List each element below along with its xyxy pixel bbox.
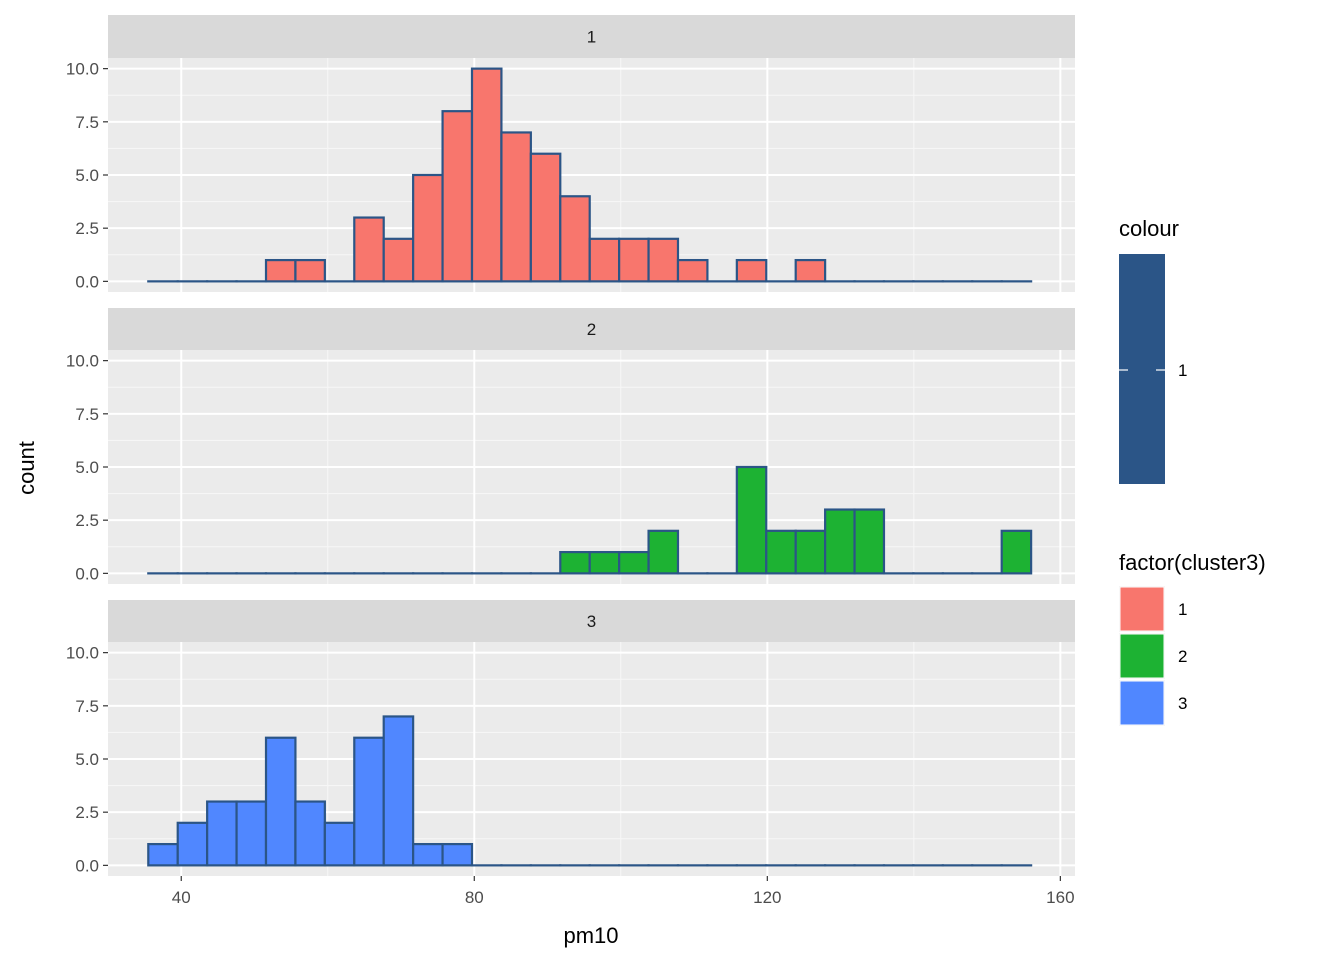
- histogram-bar: [529, 152, 562, 283]
- histogram-bar: [647, 237, 680, 283]
- legend-colour: colour 1: [1119, 216, 1187, 484]
- histogram-bar: [294, 800, 326, 867]
- y-axis-title: count: [14, 441, 39, 495]
- histogram-bar: [794, 258, 827, 283]
- facet-panels: 10.02.55.07.510.020.02.55.07.510.030.02.…: [66, 15, 1075, 876]
- histogram-bar: [1000, 529, 1033, 575]
- y-tick-label: 7.5: [75, 113, 99, 132]
- legend-key-label: 1: [1178, 600, 1187, 619]
- histogram-bar: [853, 508, 886, 575]
- y-tick-label: 2.5: [75, 511, 99, 530]
- histogram-bar: [206, 800, 238, 867]
- histogram-bar: [588, 550, 621, 575]
- histogram-bar: [382, 715, 415, 867]
- x-tick-label: 40: [172, 888, 191, 907]
- legend-colour-label: 1: [1178, 361, 1187, 380]
- legend-key-swatch: [1119, 680, 1165, 726]
- legend-colour-title: colour: [1119, 216, 1179, 241]
- facet-panel-1: 10.02.55.07.510.0: [66, 15, 1075, 292]
- histogram-bar: [765, 529, 797, 575]
- histogram-bar: [824, 508, 856, 575]
- histogram-bar: [618, 550, 650, 575]
- facet-strip-label-1: 1: [587, 28, 596, 47]
- y-tick-label: 7.5: [75, 697, 99, 716]
- histogram-bar: [382, 237, 415, 283]
- legend-fill: factor(cluster3) 1 2 3: [1119, 550, 1266, 726]
- facet-strip-2: [108, 308, 1075, 350]
- x-axis: 40 80 120 160: [172, 876, 1075, 907]
- histogram-bar: [353, 736, 385, 867]
- y-tick-label: 0.0: [75, 564, 99, 583]
- legend-colour-bar: [1119, 254, 1165, 484]
- histogram-bar: [647, 529, 680, 575]
- histogram-bar: [147, 842, 179, 867]
- y-tick-label: 5.0: [75, 166, 99, 185]
- histogram-bar: [441, 110, 474, 283]
- y-tick-label: 10.0: [66, 644, 99, 663]
- facet-strip-label-2: 2: [587, 320, 596, 339]
- histogram-bar: [176, 821, 209, 867]
- histogram-bar: [412, 173, 444, 283]
- histogram-bar: [618, 237, 650, 283]
- x-tick-label: 160: [1046, 888, 1074, 907]
- histogram-bar: [294, 258, 326, 283]
- histogram-bar: [412, 842, 444, 867]
- histogram-bar: [559, 550, 591, 575]
- facet-strip-1: [108, 15, 1075, 58]
- y-tick-label: 7.5: [75, 405, 99, 424]
- histogram-bar: [235, 800, 268, 867]
- histogram-bar: [323, 821, 356, 867]
- x-tick-label: 120: [753, 888, 781, 907]
- histogram-bar: [500, 131, 532, 283]
- facet-panel-2: 2 0.0 2.5 5.0 7.5 10.0: [66, 308, 1075, 584]
- y-tick-label: 10.0: [66, 60, 99, 79]
- y-tick-label: 2.5: [75, 803, 99, 822]
- histogram-bar: [441, 842, 474, 867]
- x-axis-title: pm10: [563, 923, 618, 948]
- histogram-bar: [559, 195, 591, 283]
- y-tick-label: 5.0: [75, 458, 99, 477]
- histogram-bar: [470, 67, 503, 283]
- x-tick-label: 80: [465, 888, 484, 907]
- histogram-bar: [264, 736, 297, 867]
- legend-key-label: 2: [1178, 647, 1187, 666]
- legend-key-label: 3: [1178, 694, 1187, 713]
- histogram-bar: [353, 216, 385, 283]
- histogram-bar: [264, 258, 297, 283]
- y-tick-label: 0.0: [75, 272, 99, 291]
- facet-panel-3: 3 0.0 2.5 5.0 7.5 10.0: [66, 600, 1075, 876]
- y-tick-label: 2.5: [75, 219, 99, 238]
- facet-strip-3: [108, 600, 1075, 642]
- y-tick-label: 0.0: [75, 856, 99, 875]
- histogram-bar: [735, 258, 768, 283]
- legend-key-swatch: [1119, 586, 1165, 632]
- y-tick-label: 5.0: [75, 750, 99, 769]
- y-tick-label: 10.0: [66, 352, 99, 371]
- histogram-bar: [676, 258, 709, 283]
- legend-key-swatch: [1119, 633, 1165, 679]
- legend-fill-title: factor(cluster3): [1119, 550, 1266, 575]
- histogram-bar: [794, 529, 827, 575]
- legend-fill-items: 1 2 3: [1119, 586, 1187, 726]
- histogram-bar: [588, 237, 621, 283]
- facet-strip-label-3: 3: [587, 612, 596, 631]
- histogram-bar: [735, 465, 768, 575]
